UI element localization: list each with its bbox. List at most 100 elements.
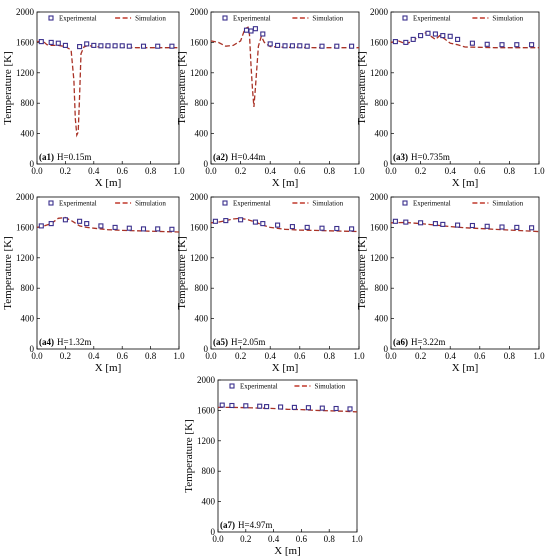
y-tick-label: 800 — [195, 283, 209, 293]
experimental-point — [252, 26, 258, 32]
experimental-point — [334, 225, 340, 232]
experimental-point — [126, 225, 132, 231]
x-tick-label: 1.0 — [533, 351, 545, 361]
y-axis-title: Temperature [K] — [183, 419, 195, 492]
y-tick-label: 2000 — [16, 7, 35, 17]
simulation-line — [210, 26, 359, 108]
legend-label-experimental: Experimental — [59, 200, 97, 208]
experimental-point — [499, 42, 505, 48]
x-tick-label: 0.2 — [415, 351, 426, 361]
panel-value: H=3.22m — [411, 337, 445, 347]
legend-marker-experimental — [402, 200, 408, 206]
experimental-point — [55, 40, 61, 46]
y-tick-label: 1200 — [370, 253, 389, 263]
panel-value: H=0.44m — [231, 152, 265, 162]
x-tick-label: 1.0 — [353, 351, 365, 361]
chart-panel: 0 400 800 1200 1600 2000 0.0 0.2 0.4 0.6 0.8 1.0 X [… — [2, 192, 185, 374]
experimental-point — [260, 221, 266, 227]
y-axis-title: Temperature [K] — [2, 236, 14, 309]
experimental-point — [484, 223, 490, 229]
x-tick-label: 0.4 — [88, 351, 100, 361]
experimental-point — [349, 43, 355, 49]
experimental-point — [319, 405, 325, 411]
panel-label: (a3) H=0.735m — [393, 152, 450, 162]
x-axis-title: X [m] — [274, 545, 301, 557]
x-tick-label: 0.8 — [504, 166, 516, 176]
x-tick-label: 0.4 — [445, 166, 457, 176]
legend-label-experimental: Experimental — [413, 15, 451, 23]
x-axis-title: X [m] — [272, 177, 299, 189]
experimental-point — [62, 42, 68, 48]
simulation-line — [36, 40, 179, 138]
x-tick-label: 1.0 — [533, 166, 545, 176]
legend-marker-experimental — [402, 15, 408, 21]
y-tick-label: 1600 — [190, 37, 209, 47]
experimental-point — [212, 218, 218, 224]
y-tick-label: 1200 — [16, 68, 35, 78]
plot-frame — [36, 196, 180, 350]
experimental-point — [403, 39, 409, 45]
plot-frame — [217, 379, 358, 533]
experimental-point — [140, 43, 147, 49]
experimental-point — [77, 44, 83, 50]
experimental-point — [347, 406, 353, 412]
panel-value: H=2.05m — [231, 337, 265, 347]
chart-panel: 0 400 800 1200 1600 2000 0.0 0.2 0.4 0.6 0.8 1.0 X [… — [176, 7, 365, 189]
y-axis-title: Temperature [K] — [356, 51, 368, 124]
panel-id: (a7) — [220, 520, 235, 530]
experimental-point — [425, 30, 431, 36]
x-tick-label: 0.0 — [385, 351, 397, 361]
experimental-point — [98, 223, 104, 229]
experimental-point — [260, 31, 266, 37]
plot-frame — [210, 196, 360, 350]
experimental-point — [140, 226, 147, 232]
x-tick-label: 0.6 — [474, 166, 486, 176]
x-tick-label: 0.6 — [117, 351, 129, 361]
plot-frame — [390, 11, 540, 165]
plot-frame — [36, 11, 180, 165]
experimental-point — [410, 36, 416, 42]
y-tick-label: 400 — [21, 314, 35, 324]
experimental-point — [334, 43, 340, 49]
experimental-point — [155, 43, 161, 49]
experimental-point — [38, 223, 44, 229]
experimental-point — [333, 405, 339, 412]
y-tick-label: 400 — [21, 129, 35, 139]
x-tick-label: 0.2 — [235, 166, 246, 176]
experimental-point — [275, 42, 281, 48]
experimental-point — [469, 40, 475, 46]
y-tick-label: 2000 — [16, 192, 35, 202]
x-tick-label: 0.6 — [296, 534, 308, 544]
y-tick-label: 1200 — [190, 253, 209, 263]
x-tick-label: 0.8 — [145, 351, 157, 361]
legend-label-experimental: Experimental — [233, 15, 271, 23]
panel-id: (a2) — [213, 152, 228, 162]
x-tick-label: 0.0 — [31, 166, 43, 176]
panel-value: H=1.32m — [57, 337, 91, 347]
x-tick-label: 0.2 — [415, 166, 426, 176]
legend-label-experimental: Experimental — [59, 15, 97, 23]
x-axis-title: X [m] — [95, 362, 122, 374]
y-tick-label: 0 — [204, 159, 209, 169]
y-axis-title: Temperature [K] — [176, 51, 188, 124]
legend-label-experimental: Experimental — [233, 200, 271, 208]
x-tick-label: 0.4 — [445, 351, 457, 361]
legend-label-simulation: Simulation — [135, 200, 166, 208]
x-tick-label: 0.2 — [235, 351, 246, 361]
panel-id: (a4) — [39, 337, 54, 347]
panel-label: (a1) H=0.15m — [39, 152, 91, 162]
experimental-point — [297, 43, 303, 49]
y-tick-label: 1600 — [16, 37, 35, 47]
experimental-point — [84, 41, 90, 47]
y-tick-label: 0 — [384, 159, 389, 169]
y-tick-label: 0 — [30, 159, 35, 169]
y-tick-label: 1600 — [190, 222, 209, 232]
y-tick-label: 800 — [375, 283, 389, 293]
x-tick-label: 1.0 — [173, 166, 185, 176]
experimental-point — [112, 224, 118, 230]
x-tick-label: 1.0 — [353, 166, 365, 176]
y-axis-title: Temperature [K] — [2, 51, 14, 124]
experimental-point — [91, 42, 97, 48]
x-axis-title: X [m] — [452, 177, 479, 189]
x-tick-label: 0.8 — [324, 166, 336, 176]
